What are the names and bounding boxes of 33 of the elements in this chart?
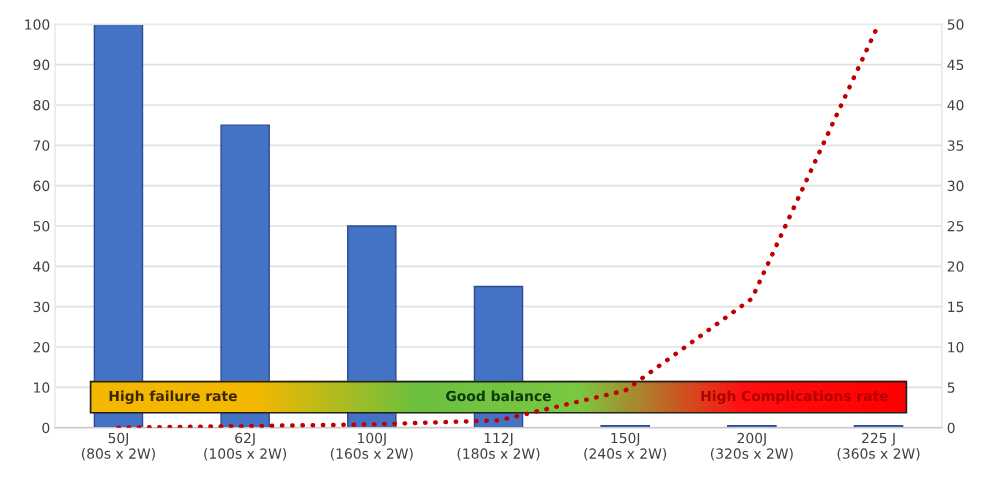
x-tick-label: 112J (180s x 2W)	[457, 432, 540, 461]
y2-tick-label: 40	[947, 99, 964, 111]
y-tick-label: 60	[33, 180, 50, 192]
y2-tick-label: 20	[947, 261, 964, 272]
x-tick-label: 62J (100s x 2W)	[204, 432, 287, 461]
y2-tick-label: 35	[947, 140, 964, 151]
y-tick-label: 20	[33, 341, 50, 353]
y-tick-label: 0	[42, 422, 50, 434]
x-tick-label: 100J (160s x 2W)	[330, 432, 413, 461]
annotation: Good balance	[446, 390, 551, 402]
annotation: High Complications rate	[701, 390, 888, 404]
y2-tick-label: 30	[947, 180, 964, 192]
x-tick-label: 150J (240s x 2W)	[584, 432, 667, 461]
y-tick-label: 50	[33, 220, 50, 232]
y-tick-label: 70	[33, 140, 50, 151]
y-tick-label: 40	[33, 261, 50, 272]
y2-tick-label: 25	[947, 220, 964, 232]
x-tick-label: 200J (320s x 2W)	[710, 432, 793, 461]
y2-tick-label: 45	[947, 59, 964, 71]
y-tick-label: 80	[33, 99, 50, 111]
x-tick-label: 225 J (360s x 2W)	[837, 432, 920, 461]
y-tick-label: 100	[25, 19, 50, 30]
y2-tick-label: 15	[948, 301, 964, 313]
y-tick-label: 10	[34, 382, 50, 393]
x-tick-label: 50J (80s x 2W)	[81, 432, 155, 461]
y2-tick-label: 5	[947, 382, 955, 393]
y-tick-label: 90	[33, 59, 50, 71]
y2-tick-label: 50	[947, 19, 964, 30]
y2-tick-label: 10	[948, 341, 964, 353]
y2-tick-label: 0	[947, 422, 955, 434]
bar	[93, 24, 144, 428]
y-tick-label: 30	[33, 301, 50, 313]
annotation: High failure rate	[109, 390, 237, 404]
